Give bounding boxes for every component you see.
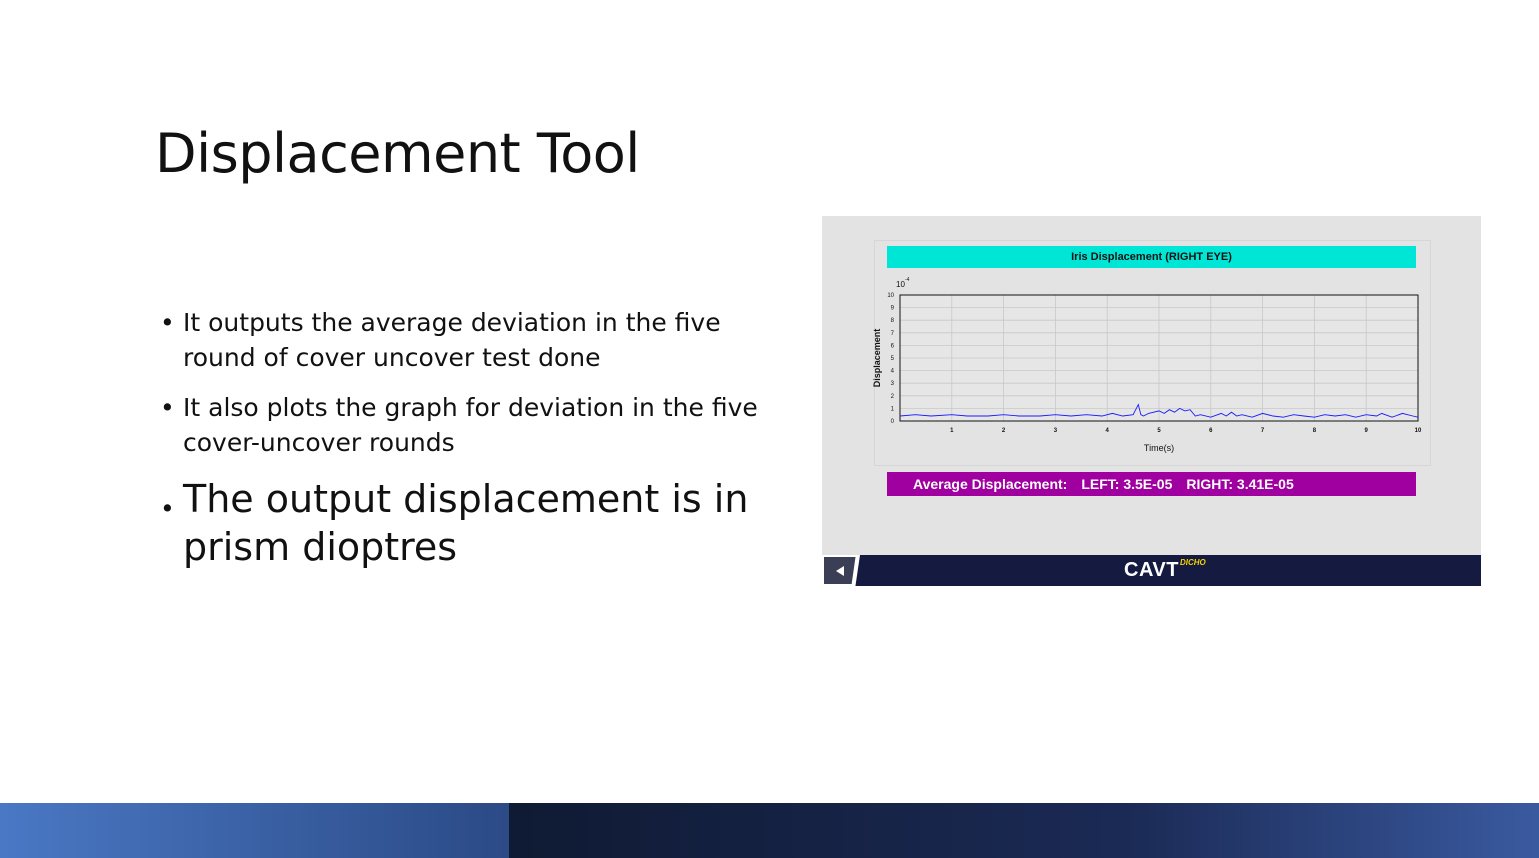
x-axis-label: Time(s) (1144, 443, 1174, 453)
x-tick-label: 10 (1415, 428, 1422, 434)
y-axis-label: Displacement (872, 329, 882, 388)
y-multiplier-exponent: -4 (905, 277, 910, 283)
back-arrow-icon (823, 557, 856, 584)
average-left-value: LEFT: 3.5E-05 (1081, 476, 1173, 492)
footer-band-left (0, 803, 509, 858)
y-tick-label: 3 (891, 381, 895, 387)
bullet-text: It outputs the average deviation in the … (183, 308, 721, 372)
x-tick-label: 3 (1054, 428, 1058, 434)
x-tick-label: 2 (1002, 428, 1006, 434)
y-tick-label: 7 (891, 331, 895, 337)
x-tick-label: 8 (1313, 428, 1317, 434)
app-logo: CAVT (1124, 559, 1179, 581)
bullet-item: • It also plots the graph for deviation … (160, 390, 760, 460)
x-tick-label: 7 (1261, 428, 1265, 434)
y-multiplier-label: 10 (896, 280, 905, 289)
bullet-text: It also plots the graph for deviation in… (183, 393, 758, 457)
y-tick-label: 10 (887, 293, 894, 299)
bullet-list: • It outputs the average deviation in th… (160, 305, 760, 571)
app-footer: CAVT DICHO (822, 555, 1481, 586)
y-tick-label: 5 (891, 356, 895, 362)
plot-border (899, 294, 1419, 422)
y-tick-label: 6 (891, 343, 895, 349)
y-tick-label: 2 (891, 394, 895, 400)
bullet-dot: • (160, 393, 175, 422)
average-displacement-bar: Average Displacement: LEFT: 3.5E-05 RIGH… (887, 472, 1416, 496)
bullet-text: The output displacement is in prism diop… (183, 477, 749, 569)
x-tick-label: 9 (1365, 428, 1369, 434)
y-tick-label: 9 (891, 306, 895, 312)
chart-title: Iris Displacement (RIGHT EYE) (887, 246, 1416, 268)
bullet-item: • It outputs the average deviation in th… (160, 305, 760, 375)
bullet-dot: • (160, 494, 175, 523)
average-right-value: RIGHT: 3.41E-05 (1186, 476, 1294, 492)
y-tick-label: 1 (891, 406, 895, 412)
app-screenshot-panel: Iris Displacement (RIGHT EYE) 1 2 3 4 5 6 7 8 9 1… (822, 216, 1481, 586)
series-line (899, 403, 1419, 418)
y-tick-label: 0 (891, 419, 895, 425)
x-tick-label: 6 (1209, 428, 1213, 434)
y-tick-label: 4 (891, 369, 895, 375)
y-tick-label: 8 (891, 318, 895, 324)
back-button[interactable] (822, 555, 860, 586)
x-tick-label: 1 (950, 428, 954, 434)
footer-band-right (509, 803, 1539, 858)
app-logo-sup: DICHO (1180, 558, 1206, 567)
x-tick-label: 5 (1157, 428, 1161, 434)
x-tick-label: 4 (1106, 428, 1110, 434)
bullet-item: • The output displacement is in prism di… (160, 475, 760, 571)
slide-title: Displacement Tool (155, 122, 640, 185)
average-label: Average Displacement: (913, 476, 1068, 492)
bullet-dot: • (160, 308, 175, 337)
